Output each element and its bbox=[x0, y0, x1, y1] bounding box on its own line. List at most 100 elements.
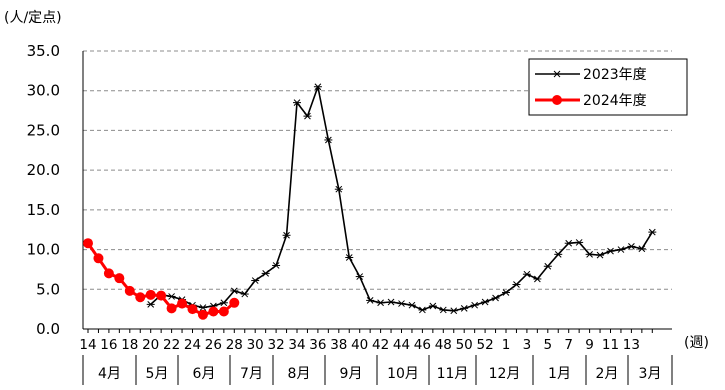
data-point bbox=[324, 136, 333, 144]
x-tick-label: 44 bbox=[393, 337, 410, 353]
data-point bbox=[177, 298, 188, 309]
data-point bbox=[522, 270, 531, 278]
data-point bbox=[428, 302, 437, 310]
data-point bbox=[187, 304, 198, 315]
x-tick-label: 50 bbox=[456, 337, 473, 353]
data-point bbox=[418, 306, 427, 314]
data-point bbox=[93, 253, 104, 264]
series-line bbox=[150, 85, 653, 312]
data-point bbox=[596, 251, 605, 259]
month-label: 2月 bbox=[596, 366, 619, 382]
y-tick-label: 35.0 bbox=[27, 42, 60, 60]
y-unit-label: (人/定点) bbox=[4, 10, 62, 26]
data-point bbox=[439, 306, 448, 314]
data-point bbox=[585, 250, 594, 258]
data-point bbox=[543, 262, 552, 270]
x-tick-label: 40 bbox=[351, 337, 368, 353]
x-tick-label: 3 bbox=[523, 337, 532, 353]
data-point bbox=[103, 268, 114, 279]
x-tick-label: 1 bbox=[502, 337, 511, 353]
data-point bbox=[533, 275, 542, 283]
data-point bbox=[240, 290, 249, 298]
x-tick-label: 34 bbox=[288, 337, 305, 353]
data-point bbox=[481, 298, 490, 306]
legend-label: 2024年度 bbox=[583, 93, 647, 109]
data-point bbox=[564, 239, 573, 247]
x-tick-label: 22 bbox=[163, 337, 180, 353]
data-point bbox=[334, 185, 343, 193]
x-tick-label: 28 bbox=[226, 337, 243, 353]
data-point bbox=[407, 301, 416, 309]
x-tick-label: 20 bbox=[142, 337, 159, 353]
x-tick-label: 32 bbox=[268, 337, 285, 353]
month-label: 5月 bbox=[146, 366, 169, 382]
data-point bbox=[470, 301, 479, 309]
data-point bbox=[355, 273, 364, 280]
data-point bbox=[230, 287, 239, 295]
x-tick-label: 14 bbox=[79, 337, 96, 353]
data-point bbox=[198, 304, 207, 311]
x-tick-label: 42 bbox=[372, 337, 389, 353]
data-point bbox=[166, 303, 177, 314]
series-layer bbox=[83, 83, 657, 320]
x-tick-label: 38 bbox=[330, 337, 347, 353]
x-tick-label: 48 bbox=[435, 337, 452, 353]
y-tick-label: 10.0 bbox=[27, 241, 60, 259]
legend-marker bbox=[552, 95, 562, 105]
data-point bbox=[197, 309, 208, 320]
month-label: 8月 bbox=[288, 366, 311, 382]
data-point bbox=[637, 245, 646, 253]
data-point bbox=[616, 246, 625, 253]
month-label: 11月 bbox=[437, 366, 469, 382]
data-point bbox=[449, 307, 458, 315]
x-tick-label: 36 bbox=[309, 337, 326, 353]
x-tick-label: 46 bbox=[414, 337, 431, 353]
x-tick-label: 9 bbox=[585, 337, 594, 353]
data-point bbox=[167, 293, 176, 300]
y-tick-label: 0.0 bbox=[36, 320, 60, 338]
x-tick-label: 7 bbox=[564, 337, 573, 353]
data-point bbox=[376, 299, 385, 307]
data-point bbox=[208, 306, 219, 317]
month-label: 7月 bbox=[240, 366, 263, 382]
data-point bbox=[156, 290, 167, 301]
data-point bbox=[229, 297, 240, 308]
y-tick-label: 25.0 bbox=[27, 121, 60, 139]
data-point bbox=[282, 231, 291, 239]
x-tick-label: 24 bbox=[184, 337, 201, 353]
data-point bbox=[272, 262, 281, 269]
data-point bbox=[135, 292, 146, 303]
data-point bbox=[218, 306, 229, 317]
month-label: 6月 bbox=[193, 366, 216, 382]
legend-item: 2023年度 bbox=[535, 67, 647, 83]
data-point bbox=[397, 300, 406, 307]
data-point bbox=[502, 289, 510, 296]
x-tick-label: 18 bbox=[121, 337, 138, 353]
x-tick-label: 11 bbox=[602, 337, 619, 353]
data-point bbox=[627, 243, 636, 250]
legend: 2023年度 2024年度 bbox=[528, 58, 688, 116]
y-tick-label: 5.0 bbox=[36, 280, 60, 298]
series-2023 bbox=[146, 83, 657, 315]
data-point bbox=[261, 270, 270, 277]
data-point bbox=[219, 299, 228, 307]
data-point bbox=[460, 304, 469, 312]
legend-box bbox=[528, 58, 688, 116]
y-tick-label: 20.0 bbox=[27, 161, 60, 179]
data-point bbox=[251, 277, 260, 284]
data-point bbox=[575, 239, 584, 246]
data-point bbox=[491, 294, 500, 302]
data-point bbox=[124, 285, 135, 296]
data-point bbox=[553, 70, 561, 78]
series-line bbox=[86, 242, 236, 317]
grid bbox=[83, 50, 672, 290]
x-tick-label: 13 bbox=[623, 337, 640, 353]
data-point bbox=[387, 298, 396, 306]
data-point bbox=[366, 297, 375, 304]
month-label: 9月 bbox=[340, 366, 363, 382]
series-2024 bbox=[83, 238, 240, 320]
legend-item: 2024年度 bbox=[535, 93, 647, 109]
data-point bbox=[83, 238, 93, 249]
data-point bbox=[512, 281, 521, 288]
